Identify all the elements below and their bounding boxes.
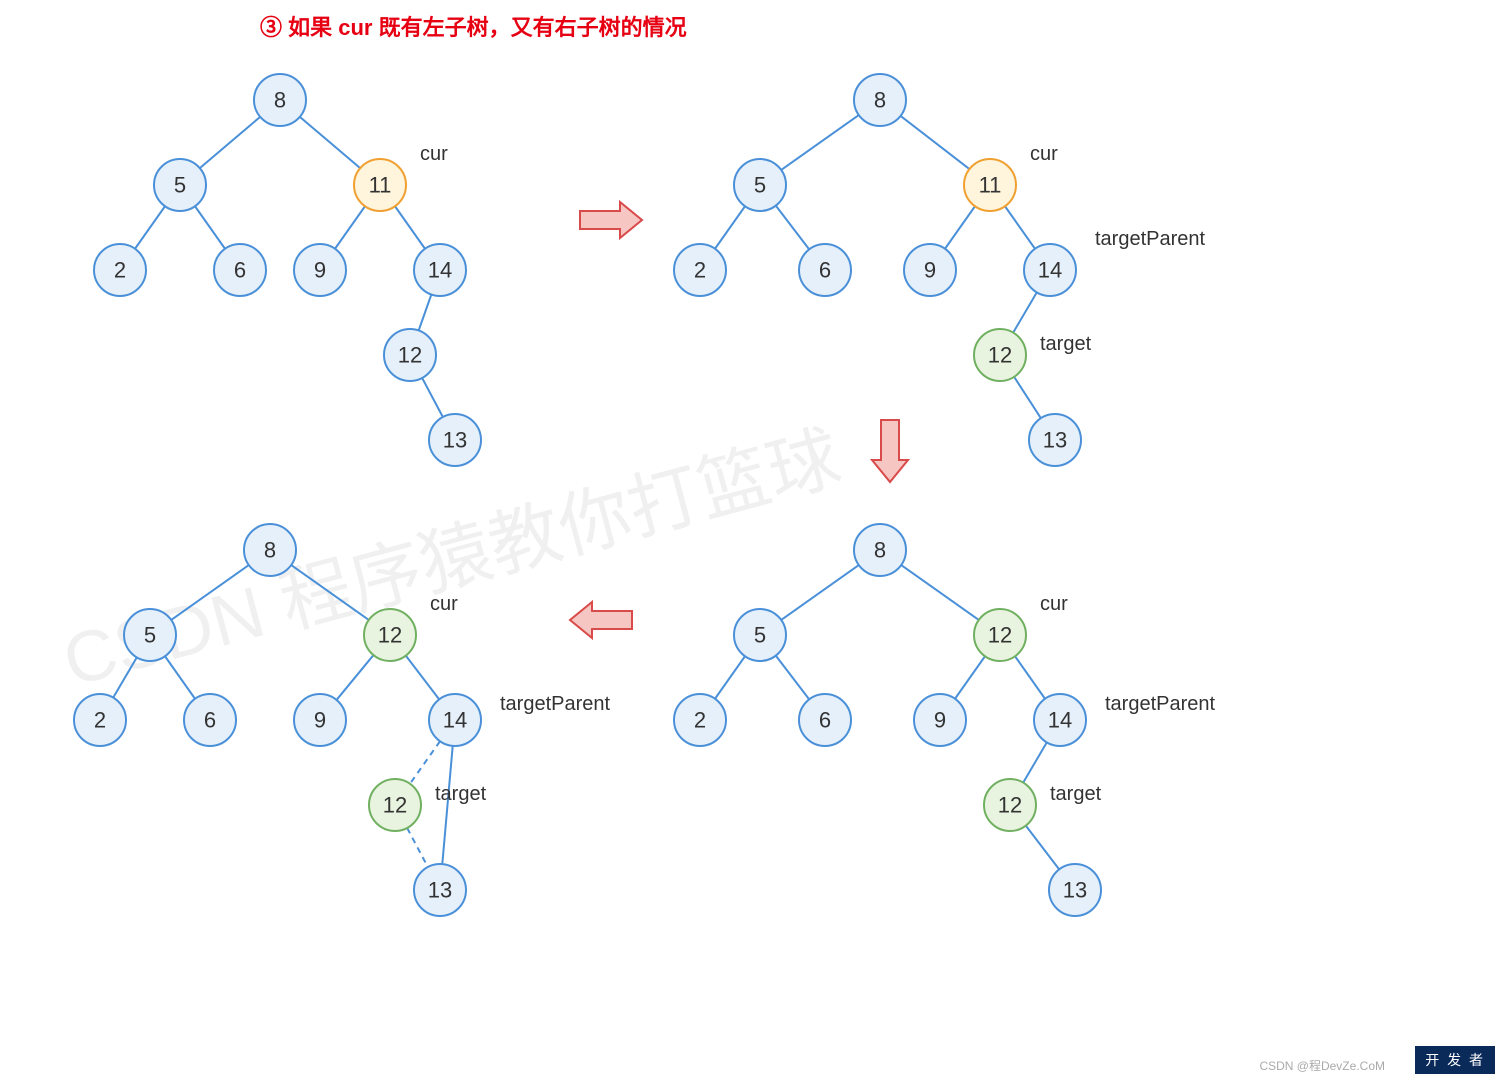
tree-tree3: 8 5 12 cur 2 6 9 14 targetParent 12 target 13 [674, 524, 1216, 916]
node-annotation: cur [1030, 143, 1058, 165]
tree-edge [165, 656, 195, 699]
tree-node-label: 8 [264, 538, 276, 563]
tree-node-label: 14 [1048, 708, 1072, 733]
tree-node-label: 9 [924, 258, 936, 283]
node-annotation: cur [430, 593, 458, 615]
tree-edge [442, 746, 452, 864]
tree-edge [291, 565, 369, 620]
node-annotation: targetParent [1095, 228, 1206, 250]
tree-edge [113, 657, 137, 697]
tree-node-label: 6 [204, 708, 216, 733]
tree-edge [955, 656, 985, 699]
tree-node-label: 12 [988, 343, 1012, 368]
flow-arrow [872, 420, 908, 482]
tree-node-label: 9 [314, 258, 326, 283]
tree-node-label: 12 [988, 623, 1012, 648]
tree-node-label: 9 [934, 708, 946, 733]
tree-tree4: 8 5 12 cur 2 6 9 14 targetParent 12 target 13 [74, 524, 611, 916]
tree-edge [1023, 742, 1047, 782]
tree-edge [395, 206, 425, 249]
tree-edge [781, 115, 859, 170]
tree-node-label: 6 [819, 708, 831, 733]
tree-edge [776, 656, 809, 700]
tree-edge [200, 117, 260, 168]
tree-node-label: 11 [979, 173, 1002, 198]
tree-node-label: 5 [174, 173, 186, 198]
tree-node-label: 2 [694, 258, 706, 283]
tree-edge [1014, 377, 1041, 418]
tree-node-label: 14 [443, 708, 467, 733]
tree-node-label: 2 [94, 708, 106, 733]
tree-edge [1015, 656, 1045, 699]
tree-edge-dashed [410, 741, 440, 784]
tree-edge [135, 206, 165, 249]
tree-node-label: 13 [1043, 428, 1067, 453]
node-annotation: targetParent [1105, 693, 1216, 715]
tree-edge [781, 565, 859, 620]
node-annotation: targetParent [500, 693, 611, 715]
tree-edge [901, 116, 970, 169]
tree-edge [419, 295, 432, 331]
node-annotation: target [1050, 783, 1102, 805]
tree-edge [715, 656, 745, 699]
tree-edge [406, 656, 439, 700]
flow-arrow [570, 602, 632, 638]
tree-edge [422, 378, 443, 417]
tree-node-label: 12 [398, 343, 422, 368]
tree-node-label: 2 [694, 708, 706, 733]
tree-edge [335, 206, 365, 249]
tree-node-label: 6 [234, 258, 246, 283]
tree-edge [1026, 826, 1059, 870]
tree-node-label: 11 [369, 173, 392, 198]
tree-node-label: 9 [314, 708, 326, 733]
tree-edge [1005, 206, 1035, 249]
tree-node-label: 13 [443, 428, 467, 453]
tree-node-label: 13 [428, 878, 452, 903]
tree-node-label: 12 [998, 793, 1022, 818]
node-annotation: cur [420, 143, 448, 165]
tree-tree1: 8 5 11 cur 2 6 9 14 12 13 [94, 74, 481, 466]
tree-edge [337, 655, 374, 700]
tree-edge [945, 206, 975, 249]
tree-node-label: 5 [754, 623, 766, 648]
node-annotation: target [1040, 333, 1092, 355]
tree-edge-dashed [407, 828, 428, 867]
tree-node-label: 2 [114, 258, 126, 283]
tree-node-label: 14 [428, 258, 452, 283]
credit-text: CSDN @程DevZe.CoM [1259, 1057, 1385, 1074]
tree-node-label: 12 [378, 623, 402, 648]
tree-tree2: 8 5 11 cur 2 6 9 14 targetParent 12 target 13 [674, 74, 1206, 466]
tree-node-label: 13 [1063, 878, 1087, 903]
tree-node-label: 8 [874, 538, 886, 563]
tree-node-label: 6 [819, 258, 831, 283]
flow-arrow [580, 202, 642, 238]
tree-edge [171, 565, 249, 620]
node-annotation: cur [1040, 593, 1068, 615]
tree-edge [715, 206, 745, 249]
tree-edge [300, 117, 360, 168]
tree-edge [901, 565, 979, 620]
tree-node-label: 5 [754, 173, 766, 198]
tree-edge [776, 206, 809, 250]
tree-edge [1013, 292, 1037, 332]
tree-node-label: 12 [383, 793, 407, 818]
tree-node-label: 8 [274, 88, 286, 113]
tree-node-label: 5 [144, 623, 156, 648]
node-annotation: target [435, 783, 487, 805]
corner-brand: 开 发 者 [1415, 1046, 1495, 1074]
tree-edge [195, 206, 225, 249]
tree-node-label: 14 [1038, 258, 1062, 283]
tree-node-label: 8 [874, 88, 886, 113]
